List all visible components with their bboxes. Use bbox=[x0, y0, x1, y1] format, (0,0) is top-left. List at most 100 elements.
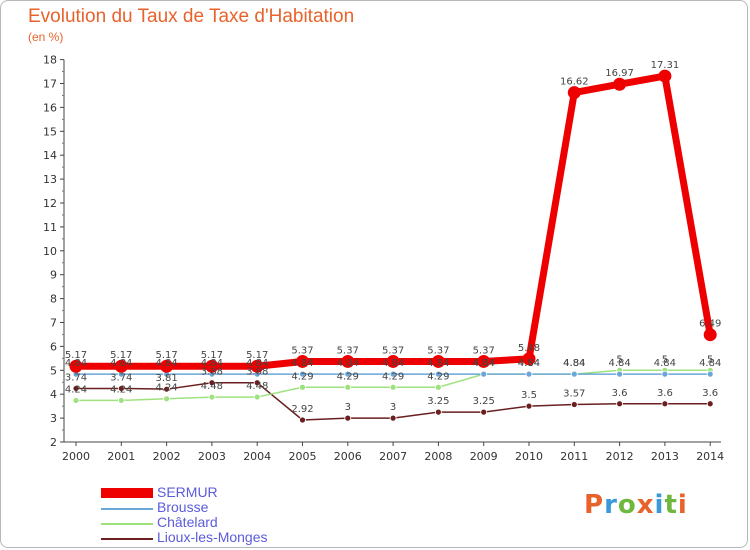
data-label-lioux-les-monges: 3.88 bbox=[246, 367, 268, 378]
data-label-chatelard: 4.84 bbox=[563, 358, 585, 369]
data-point-chatelard bbox=[389, 383, 397, 391]
legend-label-lioux-les-monges: Lioux-les-Monges bbox=[157, 529, 268, 545]
data-point-sermur bbox=[613, 77, 627, 91]
data-point-sermur bbox=[296, 354, 309, 368]
chart-subtitle: (en %) bbox=[28, 30, 64, 44]
data-label-brousse: 4.84 bbox=[65, 358, 87, 369]
data-label-brousse: 4.84 bbox=[382, 358, 404, 369]
y-tick-label: 12 bbox=[43, 197, 57, 210]
data-point-chatelard bbox=[163, 395, 171, 403]
data-label-chatelard: 5 bbox=[662, 354, 668, 365]
data-label-chatelard: 4.48 bbox=[246, 381, 268, 392]
y-tick-label: 5 bbox=[50, 364, 57, 377]
data-label-sermur: 5.17 bbox=[110, 350, 132, 361]
logo-letter: i bbox=[654, 490, 665, 520]
y-tick-label: 18 bbox=[43, 54, 57, 67]
data-label-lioux-les-monges: 3.6 bbox=[702, 388, 718, 399]
data-label-sermur: 5.17 bbox=[155, 350, 177, 361]
data-point-lioux-les-monges bbox=[706, 400, 714, 408]
legend-item-lioux-les-monges[interactable]: Lioux-les-Monges bbox=[101, 529, 361, 546]
x-tick-label: 2007 bbox=[379, 450, 407, 463]
data-point-chatelard bbox=[253, 393, 261, 401]
data-point-sermur bbox=[703, 328, 717, 342]
data-point-brousse bbox=[570, 370, 578, 378]
data-point-sermur bbox=[431, 354, 445, 368]
y-tick-label: 11 bbox=[43, 221, 57, 234]
y-tick-label: 10 bbox=[43, 245, 57, 258]
data-label-brousse: 4.84 bbox=[246, 358, 268, 369]
data-label-chatelard: 4.84 bbox=[518, 358, 540, 369]
data-point-lioux-les-monges bbox=[163, 385, 171, 393]
data-point-chatelard bbox=[208, 393, 216, 401]
x-tick-label: 2003 bbox=[198, 450, 226, 463]
data-point-sermur bbox=[250, 359, 264, 373]
data-label-lioux-les-monges: 3.74 bbox=[110, 372, 132, 383]
data-label-sermur: 5.37 bbox=[291, 345, 313, 356]
data-point-lioux-les-monges bbox=[117, 385, 125, 392]
data-point-sermur bbox=[205, 359, 219, 373]
data-point-sermur bbox=[160, 359, 174, 373]
data-point-brousse bbox=[299, 370, 306, 378]
legend-swatch-sermur bbox=[101, 488, 153, 498]
data-label-brousse: 4.84 bbox=[110, 358, 132, 369]
x-tick-label: 2013 bbox=[651, 450, 679, 463]
data-label-sermur: 5.37 bbox=[337, 345, 359, 356]
line-chart: 2 3 4 5 6 7 8 9 10 11 12 13 14 15 16 17 18 2000 2001 2002 20… bbox=[43, 54, 724, 463]
data-point-lioux-les-monges bbox=[616, 400, 623, 408]
logo-letter: P bbox=[584, 490, 605, 520]
data-label-sermur: 5.37 bbox=[382, 345, 404, 356]
x-tick-label: 2008 bbox=[424, 450, 452, 463]
legend-item-sermur[interactable]: SERMUR bbox=[101, 484, 361, 501]
legend-label-brousse: Brousse bbox=[157, 499, 209, 515]
x-tick-label: 2000 bbox=[62, 450, 90, 463]
x-tick-label: 2010 bbox=[515, 450, 543, 463]
data-label-chatelard: 4.29 bbox=[427, 371, 449, 382]
data-point-lioux-les-monges bbox=[344, 414, 352, 422]
data-label-chatelard: 4.29 bbox=[291, 371, 313, 382]
data-label-chatelard: 4.48 bbox=[201, 381, 223, 392]
data-label-sermur: 5.17 bbox=[246, 350, 268, 361]
data-point-sermur bbox=[567, 86, 581, 100]
legend-item-brousse[interactable]: Brousse bbox=[101, 499, 361, 516]
logo-letter: x bbox=[636, 490, 655, 520]
y-tick-label: 13 bbox=[43, 173, 57, 186]
legend-item-chatelard[interactable]: Châtelard bbox=[101, 514, 361, 531]
data-point-sermur bbox=[341, 354, 355, 368]
y-tick-label: 7 bbox=[50, 317, 57, 330]
series-line-sermur bbox=[72, 72, 714, 370]
data-label-lioux-les-monges: 3.74 bbox=[65, 372, 87, 383]
x-tick-label: 2014 bbox=[696, 450, 724, 463]
y-tick-label: 8 bbox=[50, 293, 57, 306]
x-tick-label: 2002 bbox=[153, 450, 181, 463]
x-tick-label: 2006 bbox=[334, 450, 362, 463]
data-label-brousse: 4.84 bbox=[518, 358, 540, 369]
data-point-lioux-les-monges bbox=[661, 400, 669, 408]
x-tick-label: 2009 bbox=[470, 450, 498, 463]
legend-swatch-lioux-les-monges bbox=[101, 538, 153, 540]
legend-swatch-brousse bbox=[101, 508, 153, 510]
legend-label-chatelard: Châtelard bbox=[157, 514, 218, 530]
data-label-chatelard: 4.24 bbox=[110, 384, 132, 395]
data-point-brousse bbox=[661, 370, 669, 378]
data-label-chatelard: 4.24 bbox=[155, 383, 177, 394]
logo-letter: o bbox=[617, 490, 637, 520]
data-point-brousse bbox=[616, 370, 623, 378]
data-label-sermur: 5.37 bbox=[427, 345, 449, 356]
data-label-brousse: 4.84 bbox=[291, 358, 313, 369]
data-label-sermur: 16.62 bbox=[560, 77, 589, 88]
data-label-lioux-les-monges: 3.6 bbox=[612, 388, 628, 399]
y-tick-label: 14 bbox=[43, 149, 57, 162]
data-point-lioux-les-monges bbox=[525, 402, 533, 410]
data-label-sermur: 5.17 bbox=[65, 350, 87, 361]
data-label-lioux-les-monges: 3.88 bbox=[201, 367, 223, 378]
data-point-sermur bbox=[386, 354, 400, 368]
y-tick-label: 6 bbox=[50, 340, 57, 353]
data-point-lioux-les-monges bbox=[389, 414, 397, 422]
legend-label-sermur: SERMUR bbox=[157, 484, 218, 500]
data-label-lioux-les-monges: 3.25 bbox=[427, 396, 449, 407]
data-label-chatelard: 5 bbox=[707, 354, 713, 365]
data-label-chatelard: 4.24 bbox=[65, 384, 87, 395]
data-label-brousse: 4.84 bbox=[699, 358, 721, 369]
y-tick-label: 15 bbox=[43, 125, 57, 138]
